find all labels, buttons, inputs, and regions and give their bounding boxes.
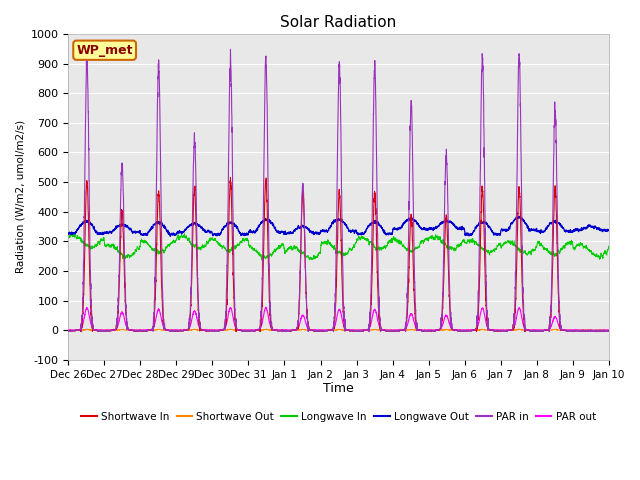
X-axis label: Time: Time [323, 382, 354, 396]
Title: Solar Radiation: Solar Radiation [280, 15, 397, 30]
Legend: Shortwave In, Shortwave Out, Longwave In, Longwave Out, PAR in, PAR out: Shortwave In, Shortwave Out, Longwave In… [77, 408, 600, 426]
Y-axis label: Radiation (W/m2, umol/m2/s): Radiation (W/m2, umol/m2/s) [15, 120, 25, 274]
Text: WP_met: WP_met [76, 44, 133, 57]
